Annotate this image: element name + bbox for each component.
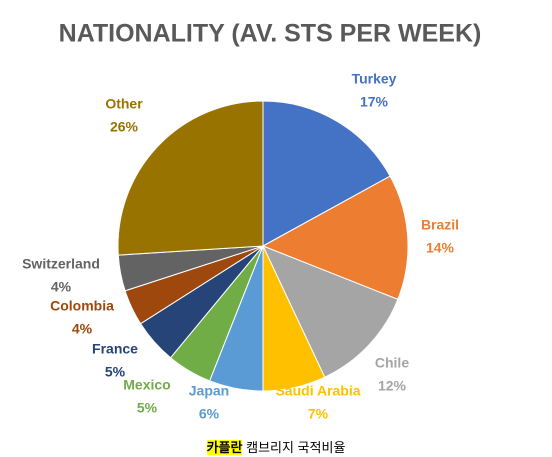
slice-label: Brazil	[421, 217, 459, 233]
caption: 카플란 캠브리지 국적비율	[0, 437, 552, 456]
pie-slice	[262, 245, 399, 378]
pie-slice	[261, 175, 409, 301]
caption-highlight: 카플란	[206, 440, 243, 455]
chart: NATIONALITY (AV. STS PER WEEK) Turkey 17%…	[22, 20, 482, 422]
slice-label: Turkey	[352, 71, 397, 87]
slice-label: Chile	[375, 355, 409, 371]
pie-slice	[117, 100, 264, 256]
chart-title: NATIONALITY (AV. STS PER WEEK)	[59, 20, 482, 48]
slice-label: Colombia	[50, 298, 114, 314]
slice-label: Mexico	[123, 377, 170, 393]
slice-value-label: 14%	[426, 240, 455, 256]
slice-value-label: 7%	[308, 406, 329, 422]
slice-value-label: 17%	[360, 94, 389, 110]
pie-slice	[262, 100, 391, 247]
slice-value-label: 26%	[110, 119, 139, 135]
slice-value-label: 4%	[51, 279, 72, 295]
caption-text: 캠브리지 국적비율	[246, 440, 346, 455]
slice-label: Other	[105, 96, 143, 112]
slice-label: France	[92, 341, 138, 357]
slice-value-label: 6%	[199, 406, 220, 422]
slice-value-label: 4%	[72, 321, 93, 337]
slice-label: Switzerland	[22, 256, 100, 272]
slice-label: Saudi Arabia	[275, 383, 360, 399]
slice-value-label: 5%	[105, 364, 126, 380]
slice-label: Japan	[189, 383, 229, 399]
slice-value-label: 5%	[137, 400, 158, 416]
slice-value-label: 12%	[378, 378, 407, 394]
